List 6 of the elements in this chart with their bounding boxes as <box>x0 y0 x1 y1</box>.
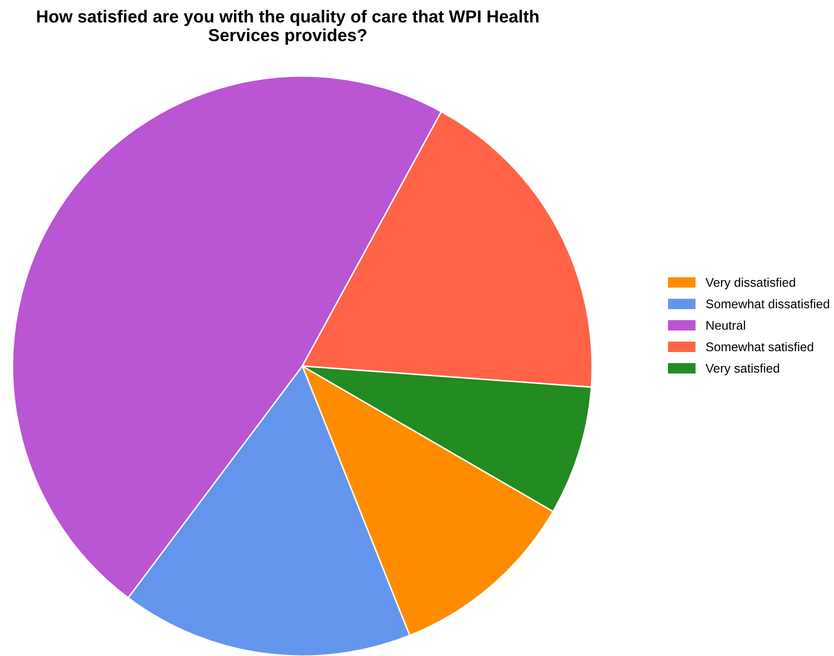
legend-label: Somewhat dissatisfied <box>706 299 830 308</box>
legend-label: Somewhat satisfied <box>706 342 814 352</box>
legend-label: Very dissatisfied <box>706 278 796 290</box>
legend-label: Neutral <box>706 320 745 330</box>
chart-title: How satisfied are you with the quality of care that WPI Health Services provides? <box>37 10 538 45</box>
legend-label: Very satisfied <box>706 364 780 376</box>
